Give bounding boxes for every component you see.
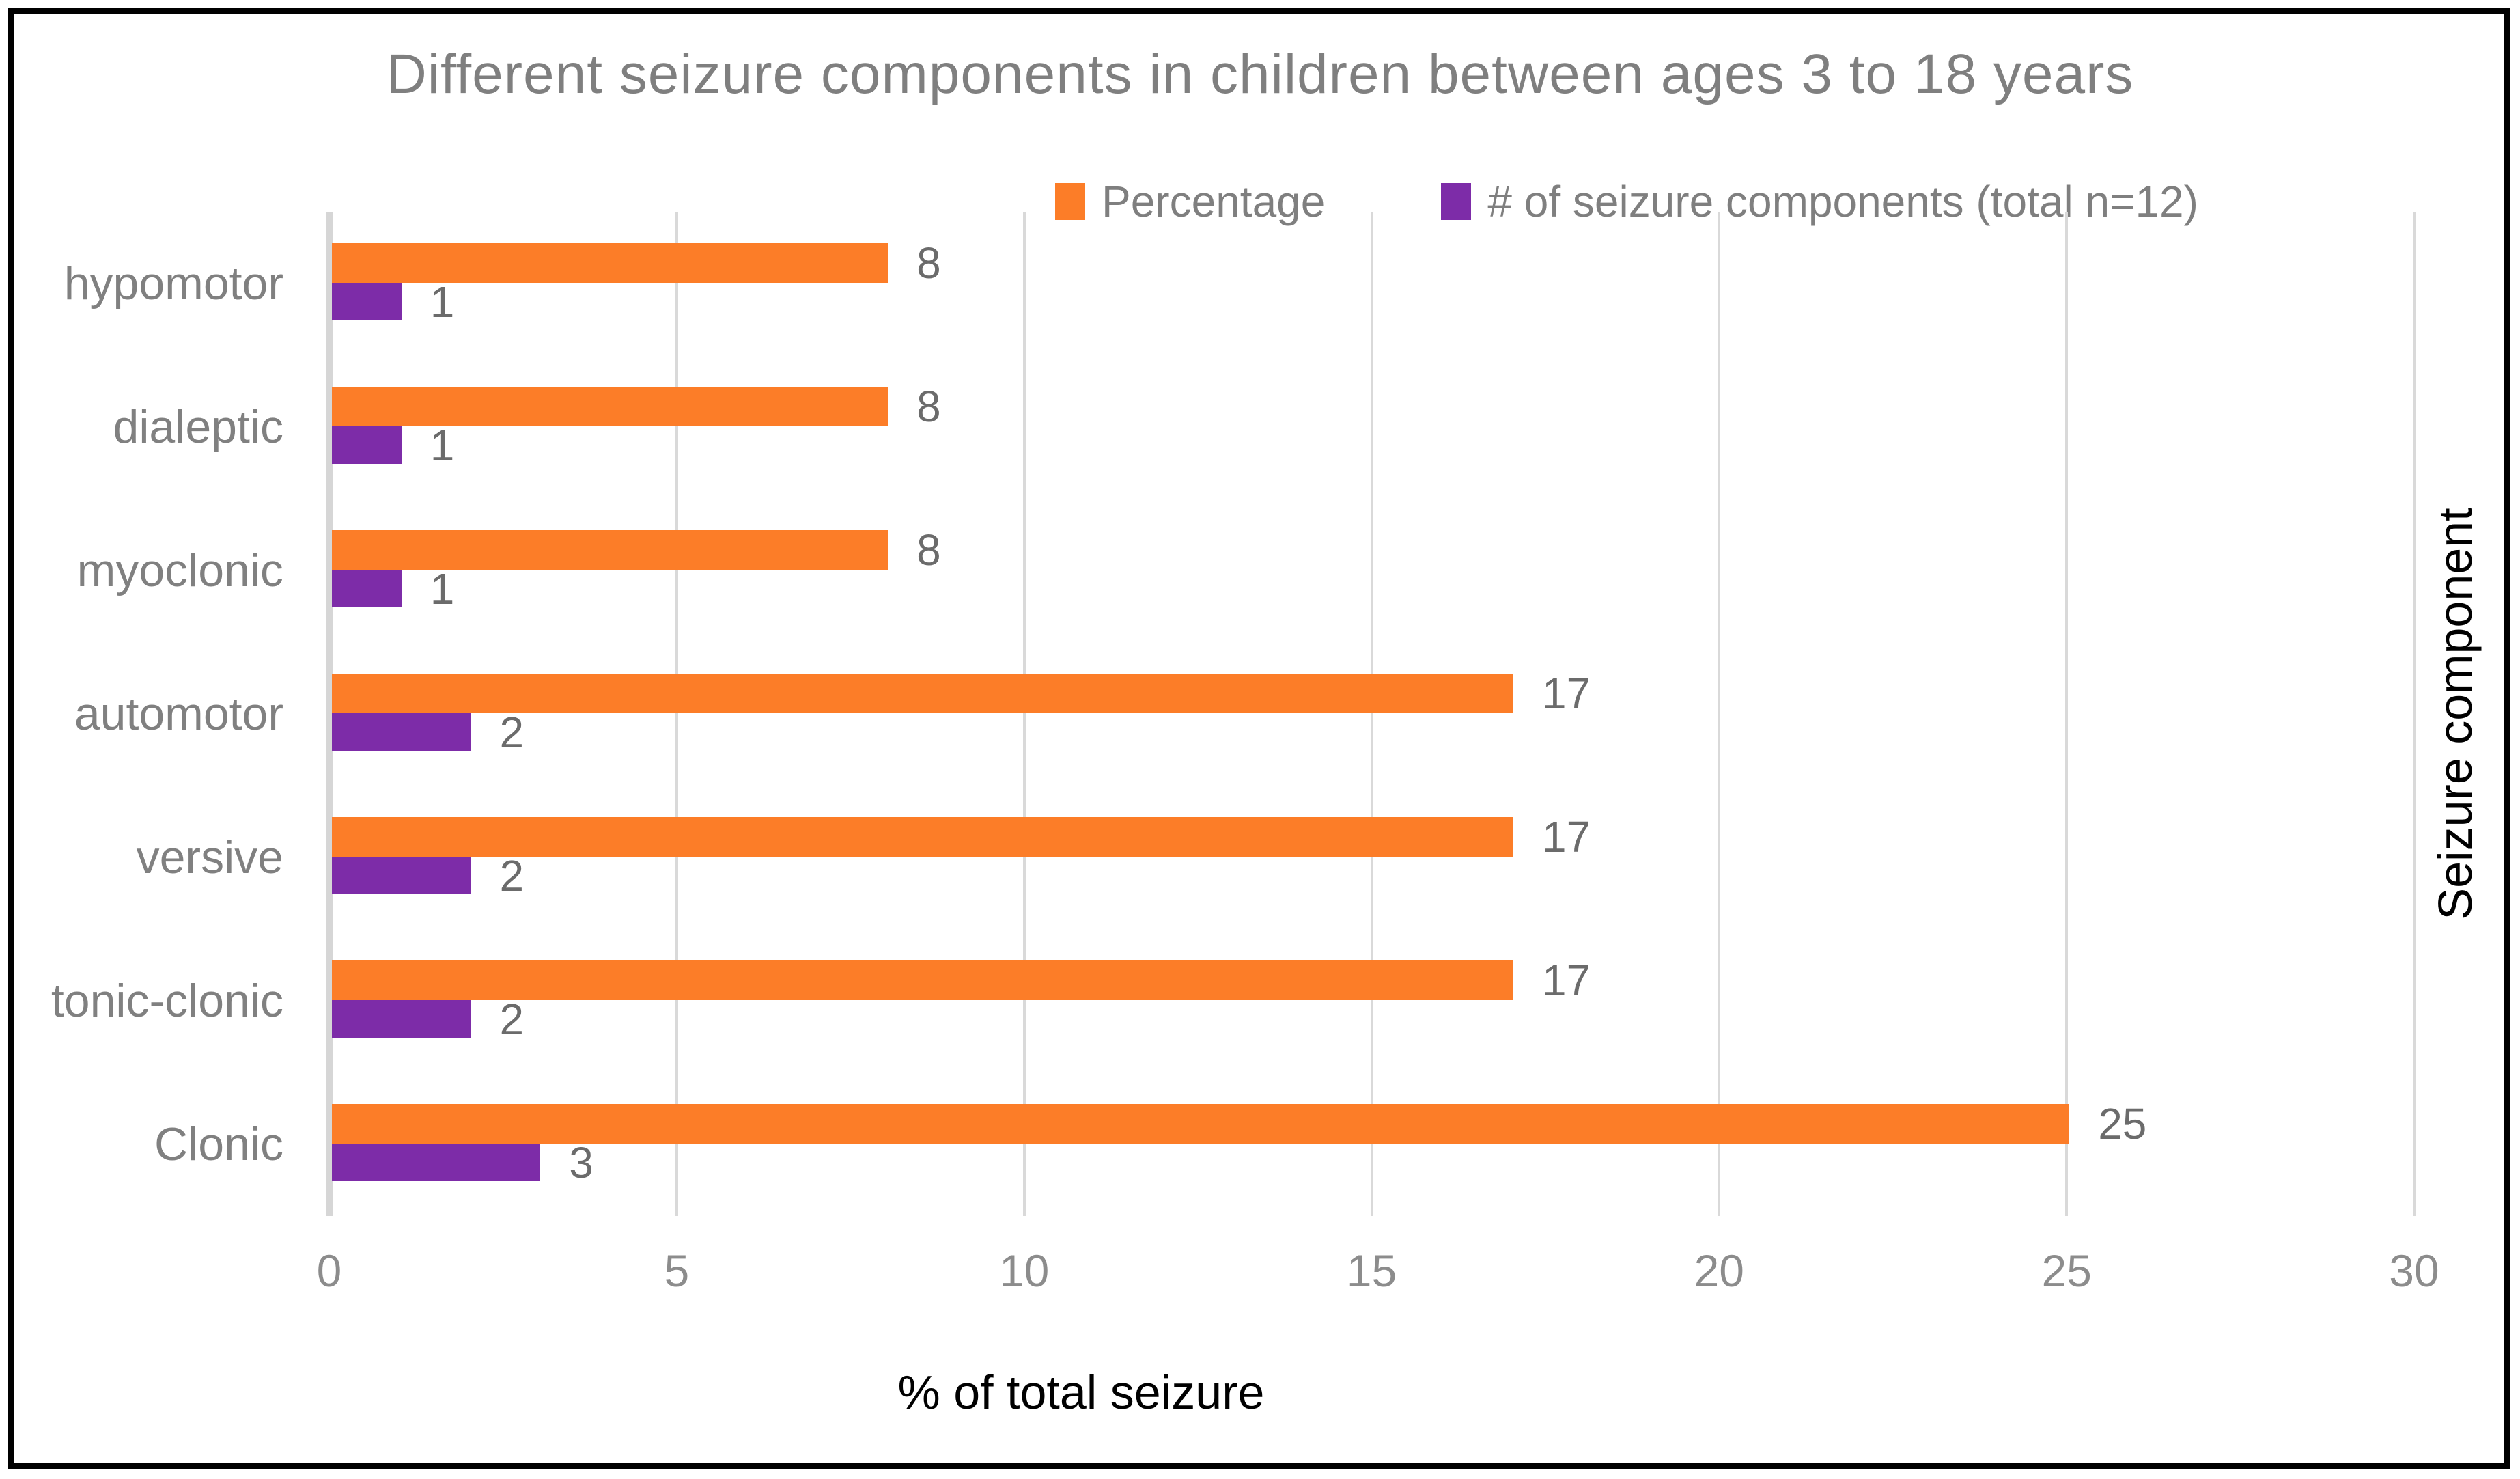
data-label: 2 xyxy=(499,851,524,900)
legend-entry-count: # of seizure components (total n=12) xyxy=(1441,176,2198,227)
x-tick-label: 10 xyxy=(998,1245,1050,1296)
legend-swatch-icon xyxy=(1441,183,1472,220)
gridline xyxy=(1718,212,1721,1216)
x-axis-title: % of total seizure xyxy=(897,1366,1265,1419)
bar-count xyxy=(332,426,402,464)
bar-count xyxy=(332,713,471,751)
category-label: automotor xyxy=(74,688,283,740)
data-label: 17 xyxy=(1542,669,1591,718)
bar-count xyxy=(332,857,471,894)
category-label: hypomotor xyxy=(64,258,283,309)
legend: Percentage # of seizure components (total… xyxy=(1055,176,2198,227)
bar-count xyxy=(332,570,402,607)
bar-percentage xyxy=(332,674,1513,713)
gridline xyxy=(675,212,678,1216)
axis-line xyxy=(326,212,333,1216)
bar-count xyxy=(332,1000,471,1038)
figure-border xyxy=(8,8,2510,1469)
data-label: 25 xyxy=(2098,1099,2147,1148)
category-label: myoclonic xyxy=(76,544,283,596)
data-label: 2 xyxy=(499,707,524,757)
chart-title: Different seizure components in children… xyxy=(386,43,2134,105)
bar-count xyxy=(332,1144,541,1181)
data-label: 1 xyxy=(430,277,455,327)
category-label: versive xyxy=(136,831,283,883)
gridline xyxy=(1370,212,1373,1216)
data-label: 8 xyxy=(916,525,941,575)
bar-percentage xyxy=(332,387,888,426)
data-label: 1 xyxy=(430,420,455,470)
category-label: tonic-clonic xyxy=(51,975,283,1027)
category-label: Clonic xyxy=(154,1118,283,1170)
x-tick-label: 5 xyxy=(664,1245,690,1296)
data-label: 8 xyxy=(916,238,941,288)
legend-label: Percentage xyxy=(1102,177,1326,226)
gridline xyxy=(2413,212,2416,1216)
legend-entry-percentage: Percentage xyxy=(1055,176,1325,227)
data-label: 17 xyxy=(1542,956,1591,1005)
data-label: 2 xyxy=(499,994,524,1044)
data-label: 17 xyxy=(1542,812,1591,861)
bar-percentage xyxy=(332,243,888,283)
x-tick-label: 30 xyxy=(2389,1245,2439,1296)
category-label: dialeptic xyxy=(113,401,284,453)
x-tick-label: 25 xyxy=(2041,1245,2092,1296)
x-tick-label: 15 xyxy=(1346,1245,1397,1296)
bar-percentage xyxy=(332,1104,2070,1144)
legend-swatch-icon xyxy=(1055,183,1085,220)
legend-label: # of seizure components (total n=12) xyxy=(1487,177,2198,226)
gridline xyxy=(2065,212,2069,1216)
bar-percentage xyxy=(332,817,1513,857)
y-axis-title: Seizure component xyxy=(2428,508,2482,920)
bar-count xyxy=(332,283,402,320)
x-tick-label: 0 xyxy=(316,1245,342,1296)
gridline xyxy=(1022,212,1026,1216)
data-label: 3 xyxy=(569,1137,593,1187)
data-label: 8 xyxy=(916,382,941,431)
bar-percentage xyxy=(332,530,888,570)
data-label: 1 xyxy=(430,564,455,613)
bar-percentage xyxy=(332,960,1513,1000)
x-tick-label: 20 xyxy=(1694,1245,1744,1296)
